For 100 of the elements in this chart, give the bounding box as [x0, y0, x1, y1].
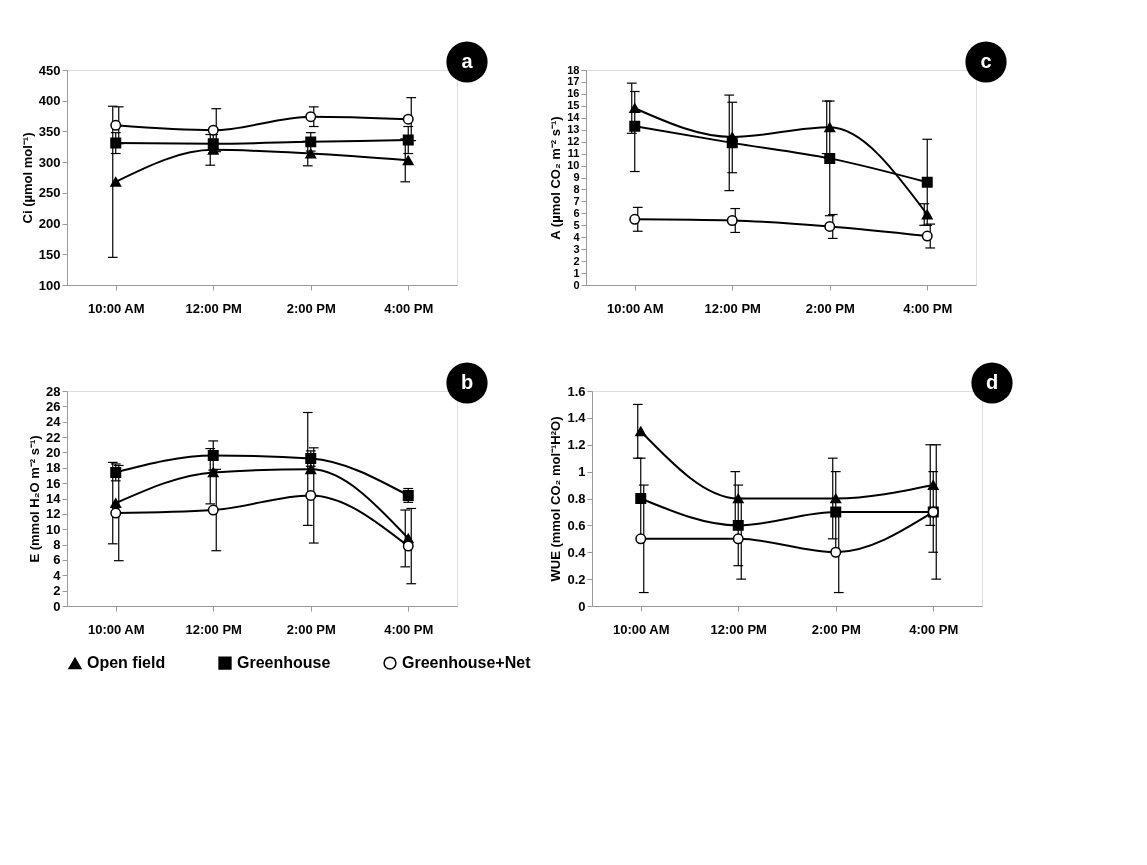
y-tick-label: 0	[578, 598, 586, 614]
x-tick-label: 12:00 PM	[185, 621, 242, 637]
point	[927, 480, 939, 490]
y-tick-label: 5	[573, 218, 580, 231]
y-tick-label: 24	[46, 414, 62, 430]
point	[635, 533, 647, 545]
y-tick-label: 18	[46, 460, 61, 476]
x-tick-label: 12:00 PM	[185, 300, 242, 316]
point	[207, 504, 219, 516]
y-tick-label: 14	[567, 111, 581, 124]
point	[830, 506, 842, 518]
point	[629, 103, 641, 114]
x-tick-label: 12:00 PM	[704, 300, 761, 316]
point	[830, 546, 842, 558]
y-tick-label: 1	[578, 464, 586, 480]
y-tick-label: 6	[573, 206, 580, 219]
point	[207, 450, 219, 461]
point	[305, 136, 317, 148]
point	[305, 489, 317, 501]
y-tick-label: 16	[46, 475, 61, 491]
y-tick-label: 6	[53, 552, 61, 568]
y-tick-label: 16	[567, 87, 580, 100]
y-axis-title: Ci (µmol mol⁻¹)	[19, 132, 35, 224]
y-tick-label: 0.4	[567, 544, 587, 560]
y-tick-label: 0.8	[567, 491, 586, 506]
point	[402, 155, 414, 166]
y-tick-label: 8	[53, 537, 61, 553]
y-tick-label: 15	[567, 99, 580, 112]
point	[110, 119, 122, 131]
y-tick-label: 10	[46, 521, 61, 537]
y-tick-label: 250	[38, 185, 61, 201]
point	[726, 215, 738, 226]
legend-label: Greenhouse	[237, 654, 331, 672]
point	[629, 120, 641, 132]
point	[921, 209, 933, 220]
y-tick-label: 0	[53, 598, 61, 614]
point	[732, 533, 744, 545]
x-tick-label: 10:00 AM	[87, 621, 145, 637]
point	[110, 176, 122, 187]
y-tick-label: 17	[567, 75, 580, 88]
y-tick-label: 8	[573, 182, 580, 195]
x-tick-label: 2:00 PM	[805, 300, 855, 316]
text: a	[461, 50, 474, 72]
point	[824, 122, 836, 133]
text: b	[460, 371, 474, 393]
point	[629, 213, 641, 225]
y-tick-label: 0.2	[567, 571, 586, 587]
text: c	[980, 50, 992, 72]
y-tick-label: 14	[46, 491, 62, 506]
y-tick-label: 11	[567, 147, 580, 160]
point	[635, 493, 647, 504]
x-tick-label: 10:00 AM	[87, 300, 145, 316]
y-tick-label: 10	[567, 159, 580, 172]
y-axis-title: E (mmol H₂O m⁻² s⁻¹)	[27, 435, 43, 563]
y-tick-label: 0.6	[567, 517, 586, 533]
y-tick-label: 300	[38, 154, 61, 170]
y-tick-label: 1.6	[567, 383, 586, 399]
point	[921, 230, 933, 242]
point	[824, 220, 836, 232]
point	[305, 111, 317, 123]
x-tick-label: 2:00 PM	[286, 300, 336, 316]
point	[921, 176, 933, 188]
y-tick-label: 1.4	[567, 410, 587, 426]
y-tick-label: 26	[46, 398, 61, 414]
y-tick-label: 1	[573, 266, 580, 279]
text: d	[985, 371, 999, 393]
y-tick-label: 0	[573, 278, 580, 291]
y-tick-label: 350	[38, 123, 61, 139]
x-tick-label: 2:00 PM	[811, 621, 861, 637]
y-tick-label: 4	[53, 567, 62, 583]
x-tick-label: 2:00 PM	[286, 621, 336, 637]
y-tick-label: 200	[38, 216, 61, 232]
y-tick-label: 9	[573, 171, 580, 183]
point	[732, 519, 744, 531]
y-tick-label: 2	[53, 583, 61, 599]
point	[732, 493, 744, 504]
x-tick-label: 4:00 PM	[384, 300, 434, 316]
y-tick-label: 3	[573, 242, 580, 255]
legend-label: Greenhouse+Net	[402, 654, 532, 672]
x-tick-label: 12:00 PM	[710, 621, 767, 637]
x-tick-label: 4:00 PM	[909, 621, 959, 637]
y-tick-label: 2	[573, 254, 580, 267]
x-tick-label: 4:00 PM	[903, 300, 953, 316]
y-tick-label: 450	[38, 62, 61, 78]
y-tick-label: 7	[573, 194, 580, 207]
y-tick-label: 13	[567, 123, 580, 136]
point	[830, 493, 842, 504]
x-tick-label: 10:00 AM	[606, 300, 664, 316]
point	[635, 426, 647, 437]
point	[726, 137, 738, 149]
y-axis-title: A (µmol CO₂ m⁻² s⁻¹)	[548, 116, 564, 240]
y-tick-label: 12	[567, 135, 580, 148]
point	[402, 113, 414, 125]
point	[402, 540, 414, 552]
y-tick-label: 100	[38, 277, 61, 293]
y-tick-label: 1.2	[567, 437, 586, 453]
y-tick-label: 18	[567, 63, 580, 76]
y-tick-label: 150	[38, 246, 61, 262]
legend-label: Open field	[87, 654, 166, 672]
x-tick-label: 4:00 PM	[384, 621, 434, 637]
